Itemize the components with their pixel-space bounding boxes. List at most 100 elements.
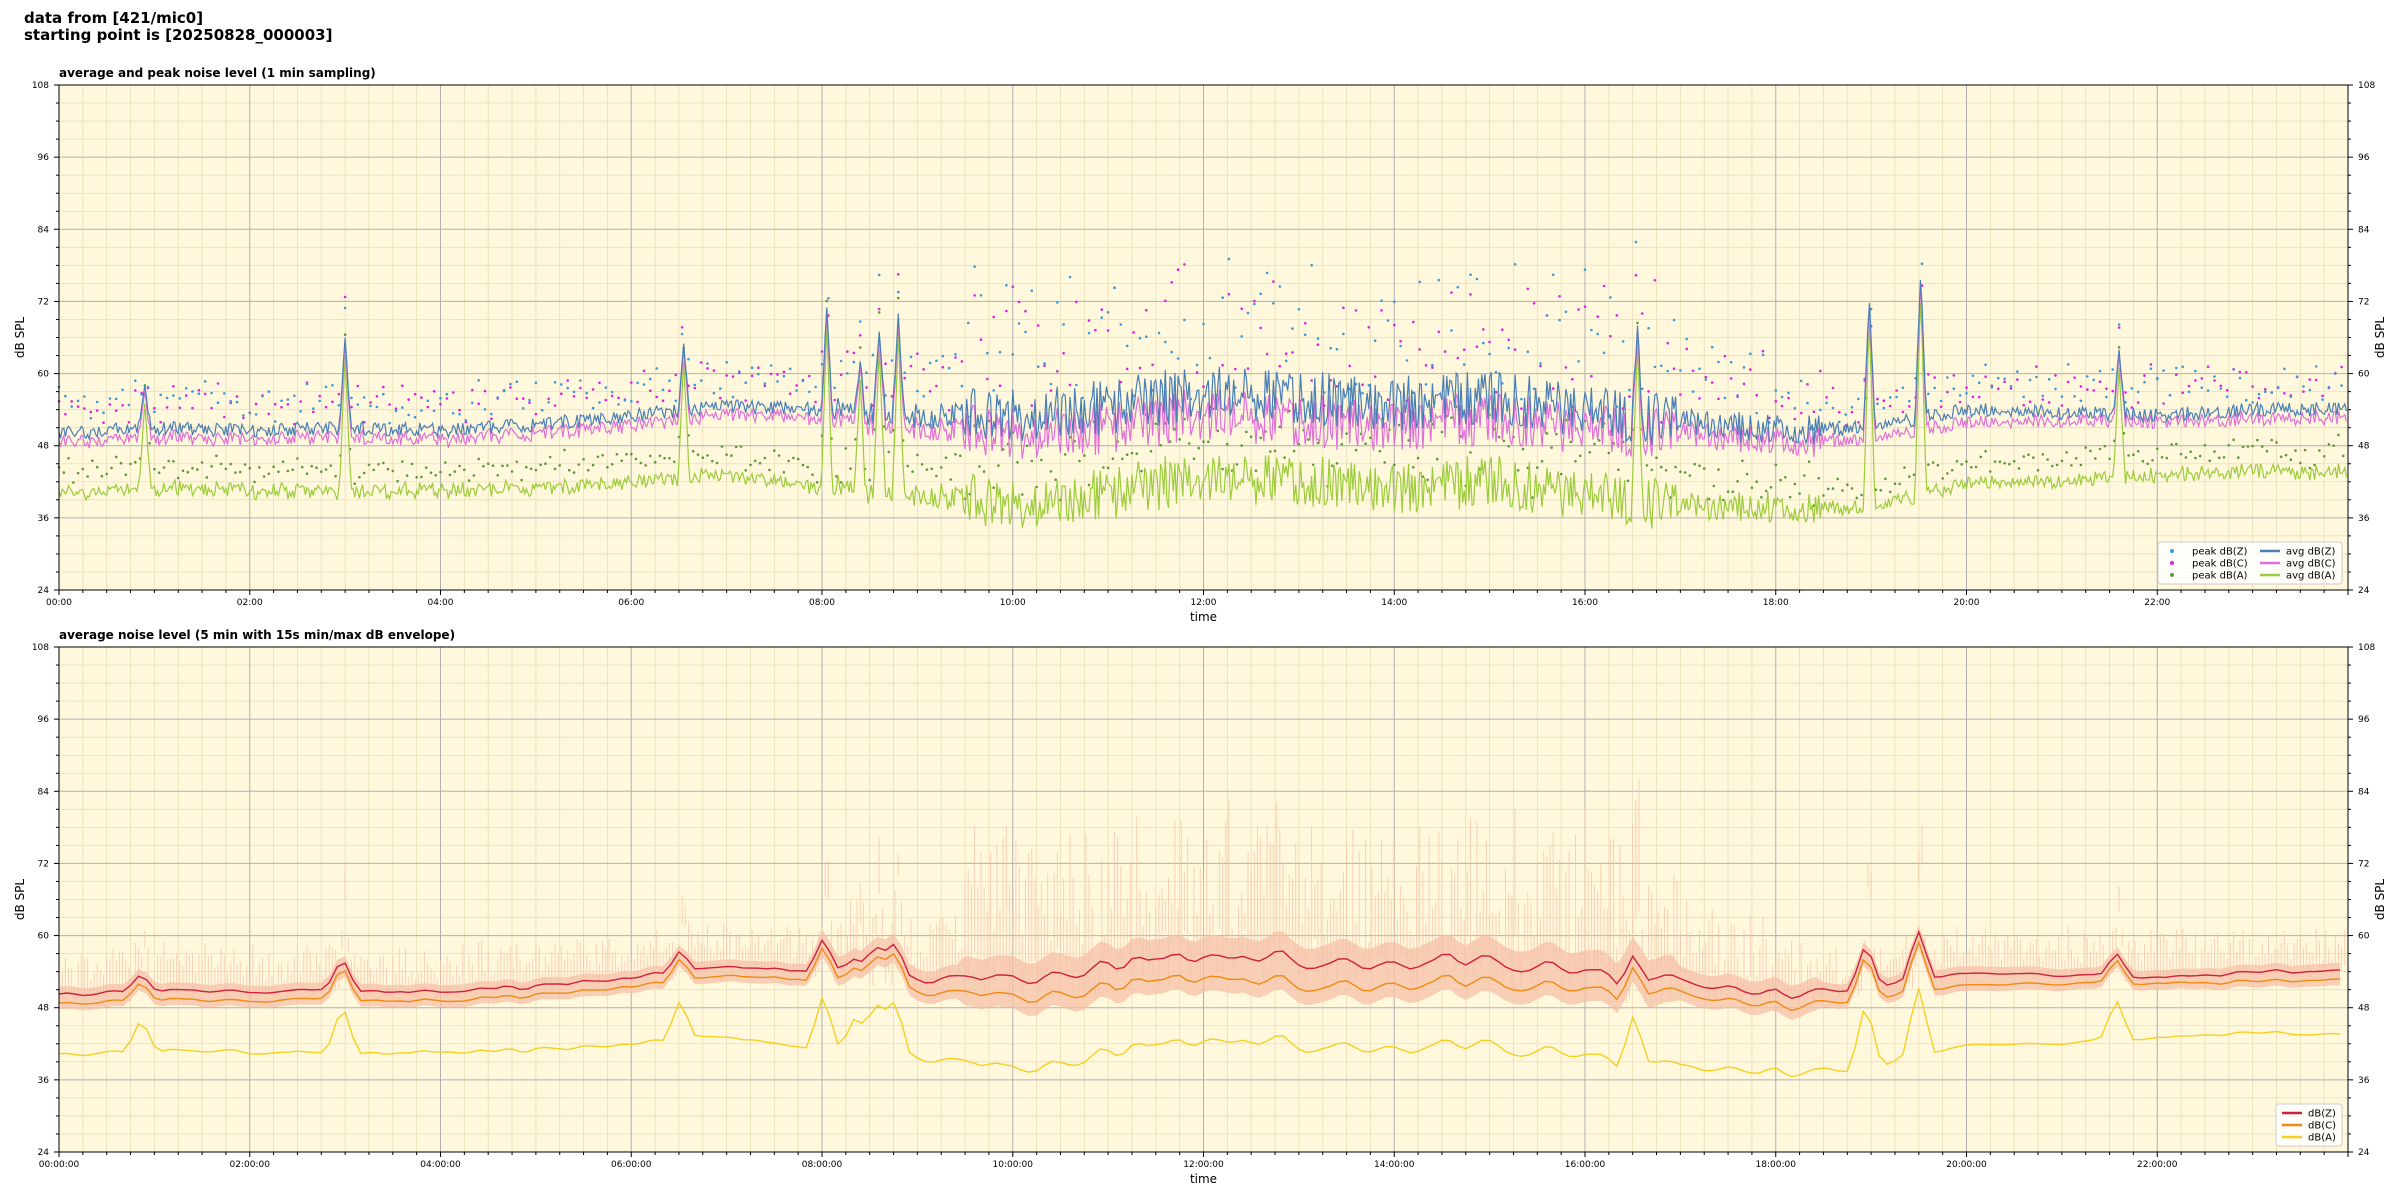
peak-dbc-point [1132, 331, 1135, 334]
peak-dba-point [1755, 480, 1758, 484]
y-tick-label-right: 60 [2358, 370, 2370, 380]
peak-dbc-point [1221, 363, 1224, 367]
peak-dbz-point [248, 411, 252, 415]
peak-dbc-point [1628, 395, 1631, 398]
peak-dbz-point [159, 393, 162, 397]
peak-dbz-point [1316, 337, 1320, 340]
peak-dbz-point [70, 405, 73, 408]
peak-dba-point [1607, 451, 1611, 455]
peak-dbc-point [477, 402, 481, 406]
peak-dba-point [1216, 429, 1220, 433]
peak-dbz-point [1539, 362, 1542, 365]
peak-dbc-point [630, 381, 633, 384]
peak-dbz-point [1736, 394, 1739, 397]
peak-dba-point [62, 471, 66, 474]
peak-dba-point [2089, 449, 2092, 453]
peak-dba-point [2012, 459, 2016, 463]
peak-dbc-point [884, 362, 887, 366]
peak-dbz-point [2162, 369, 2165, 372]
peak-dba-point [959, 454, 962, 458]
peak-dbz-point [1640, 387, 1644, 391]
peak-dbz-point [1997, 376, 2000, 380]
dbc-line [58, 940, 2341, 1012]
peak-dbc-point [324, 405, 328, 409]
peak-dba-point [1822, 494, 1825, 497]
peak-dbc-point [1482, 328, 1485, 331]
peak-dbz-point [1056, 301, 1059, 304]
peak-dba-point [95, 465, 99, 469]
peak-dbz-point [1418, 280, 1421, 284]
peak-dba-point [1664, 469, 1668, 472]
peak-dba-point [1202, 440, 1205, 444]
peak-dba-point [1884, 477, 1887, 481]
peak-dbc-point [1469, 293, 1472, 296]
peak-dba-point [525, 465, 528, 469]
peak-dbz-point [496, 396, 500, 399]
chart-title: average and peak noise level (1 min samp… [59, 66, 376, 80]
peak-dbz-point [1075, 383, 1078, 387]
peak-dbz-point [299, 410, 302, 413]
peak-dba-point [1278, 425, 1282, 429]
peak-dbc-point [1278, 364, 1282, 368]
peak-dba-point [858, 346, 862, 349]
peak-dba-point [2103, 444, 2107, 448]
peak-dbc-point [1952, 374, 1956, 377]
peak-dbz-point [1729, 360, 1733, 364]
peak-dba-point [162, 466, 166, 469]
peak-dbc-point [706, 367, 709, 370]
peak-dba-point [706, 454, 709, 457]
peak-dba-point [215, 454, 218, 458]
peak-dbz-point [134, 379, 137, 383]
peak-dba-point [1908, 475, 1911, 478]
peak-dbz-point [935, 359, 938, 363]
peak-dbz-point [1494, 370, 1498, 374]
peak-dba-point [1125, 453, 1129, 457]
peak-dbc-point [852, 351, 856, 355]
peak-dbc-point [1335, 385, 1339, 388]
peak-dbz-point [2206, 389, 2210, 392]
peak-dbc-point [890, 395, 894, 398]
peak-dba-point [1393, 463, 1396, 467]
peak-dba-point [625, 452, 628, 456]
peak-dba-point [1941, 477, 1944, 480]
peak-dbz-point [477, 379, 481, 382]
peak-dbc-point [833, 398, 836, 402]
x-tick-label: 00:00 [46, 598, 72, 608]
peak-dba-point [610, 463, 614, 466]
peak-dba-point [2160, 456, 2164, 459]
peak-dbc-point [642, 369, 646, 373]
peak-dbz-point [203, 380, 207, 383]
peak-dbz-point [1666, 369, 1669, 373]
legend-label: avg dB(C) [2286, 559, 2336, 570]
peak-dbc-point [1825, 396, 1828, 399]
peak-dba-point [1197, 446, 1200, 450]
peak-dba-point [2198, 454, 2202, 458]
peak-dba-point [2194, 456, 2197, 460]
peak-dba-point [2108, 457, 2111, 461]
peak-dba-point [577, 463, 581, 466]
x-axis-label: time [1190, 1172, 1217, 1186]
peak-dba-point [2022, 455, 2025, 458]
peak-dbc-point [521, 397, 525, 400]
peak-dbz-point [1774, 389, 1778, 392]
peak-dbc-point [223, 415, 226, 419]
peak-dba-point [224, 467, 228, 471]
peak-dbz-point [458, 412, 461, 416]
peak-dbz-point [337, 404, 341, 407]
peak-dbz-point [2295, 375, 2299, 379]
peak-dba-point [467, 479, 471, 482]
peak-dbc-point [165, 406, 169, 409]
y-tick-label: 108 [32, 643, 49, 653]
peak-dbz-point [947, 366, 951, 370]
peak-dbc-point [1291, 351, 1294, 354]
y-tick-label: 96 [38, 153, 50, 163]
peak-dba-point [1502, 439, 1506, 443]
peak-dba-point [2332, 444, 2335, 448]
peak-dbc-point [2066, 380, 2070, 384]
peak-dba-point [76, 471, 80, 475]
peak-dbc-point [445, 397, 449, 400]
peak-dba-point [110, 466, 113, 470]
peak-dbc-point [458, 408, 461, 412]
peak-dbz-point [1106, 311, 1110, 314]
peak-dba-point [1912, 473, 1916, 477]
